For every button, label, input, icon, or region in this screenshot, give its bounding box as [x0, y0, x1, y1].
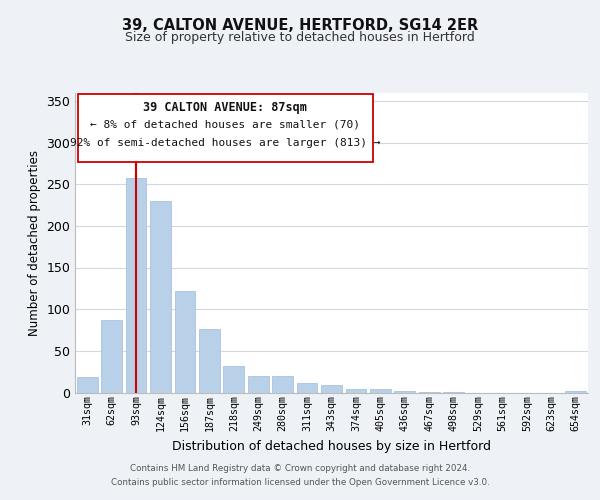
Bar — [150, 201, 171, 392]
Bar — [223, 366, 244, 392]
Text: 39, CALTON AVENUE, HERTFORD, SG14 2ER: 39, CALTON AVENUE, HERTFORD, SG14 2ER — [122, 18, 478, 32]
Bar — [394, 391, 415, 392]
Bar — [175, 291, 196, 392]
Text: Size of property relative to detached houses in Hertford: Size of property relative to detached ho… — [125, 31, 475, 44]
Bar — [77, 376, 98, 392]
X-axis label: Distribution of detached houses by size in Hertford: Distribution of detached houses by size … — [172, 440, 491, 452]
Text: 39 CALTON AVENUE: 87sqm: 39 CALTON AVENUE: 87sqm — [143, 102, 307, 114]
Text: 92% of semi-detached houses are larger (813) →: 92% of semi-detached houses are larger (… — [70, 138, 380, 147]
FancyBboxPatch shape — [77, 94, 373, 162]
Y-axis label: Number of detached properties: Number of detached properties — [28, 150, 41, 336]
Bar — [296, 384, 317, 392]
Bar — [125, 178, 146, 392]
Text: ← 8% of detached houses are smaller (70): ← 8% of detached houses are smaller (70) — [90, 120, 360, 130]
Text: Contains HM Land Registry data © Crown copyright and database right 2024.: Contains HM Land Registry data © Crown c… — [130, 464, 470, 473]
Bar — [272, 376, 293, 392]
Bar — [321, 385, 342, 392]
Text: Contains public sector information licensed under the Open Government Licence v3: Contains public sector information licen… — [110, 478, 490, 487]
Bar — [199, 329, 220, 392]
Bar — [370, 389, 391, 392]
Bar — [346, 389, 367, 392]
Bar — [248, 376, 269, 392]
Bar — [565, 391, 586, 392]
Bar — [101, 320, 122, 392]
